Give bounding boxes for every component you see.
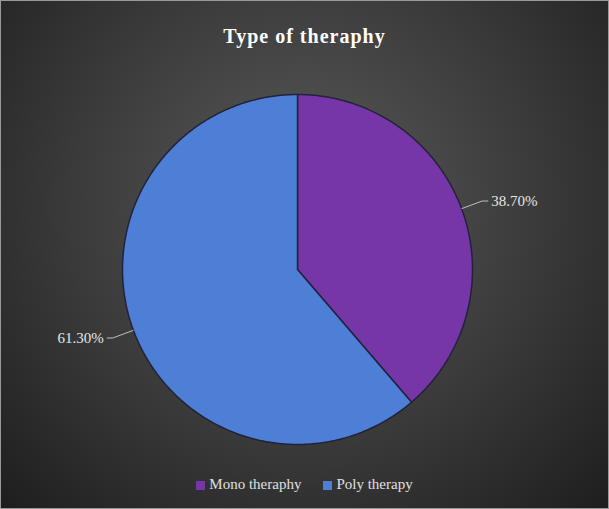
html-text:Type of theraphy: Type of theraphy bbox=[223, 25, 386, 47]
html-text:Mono theraphy: Mono theraphy bbox=[209, 476, 302, 492]
svg-text:61.30%: 61.30% bbox=[58, 330, 104, 346]
svg-text:38.70%: 38.70% bbox=[491, 193, 537, 209]
html-text:Poly therapy: Poly therapy bbox=[336, 476, 413, 492]
